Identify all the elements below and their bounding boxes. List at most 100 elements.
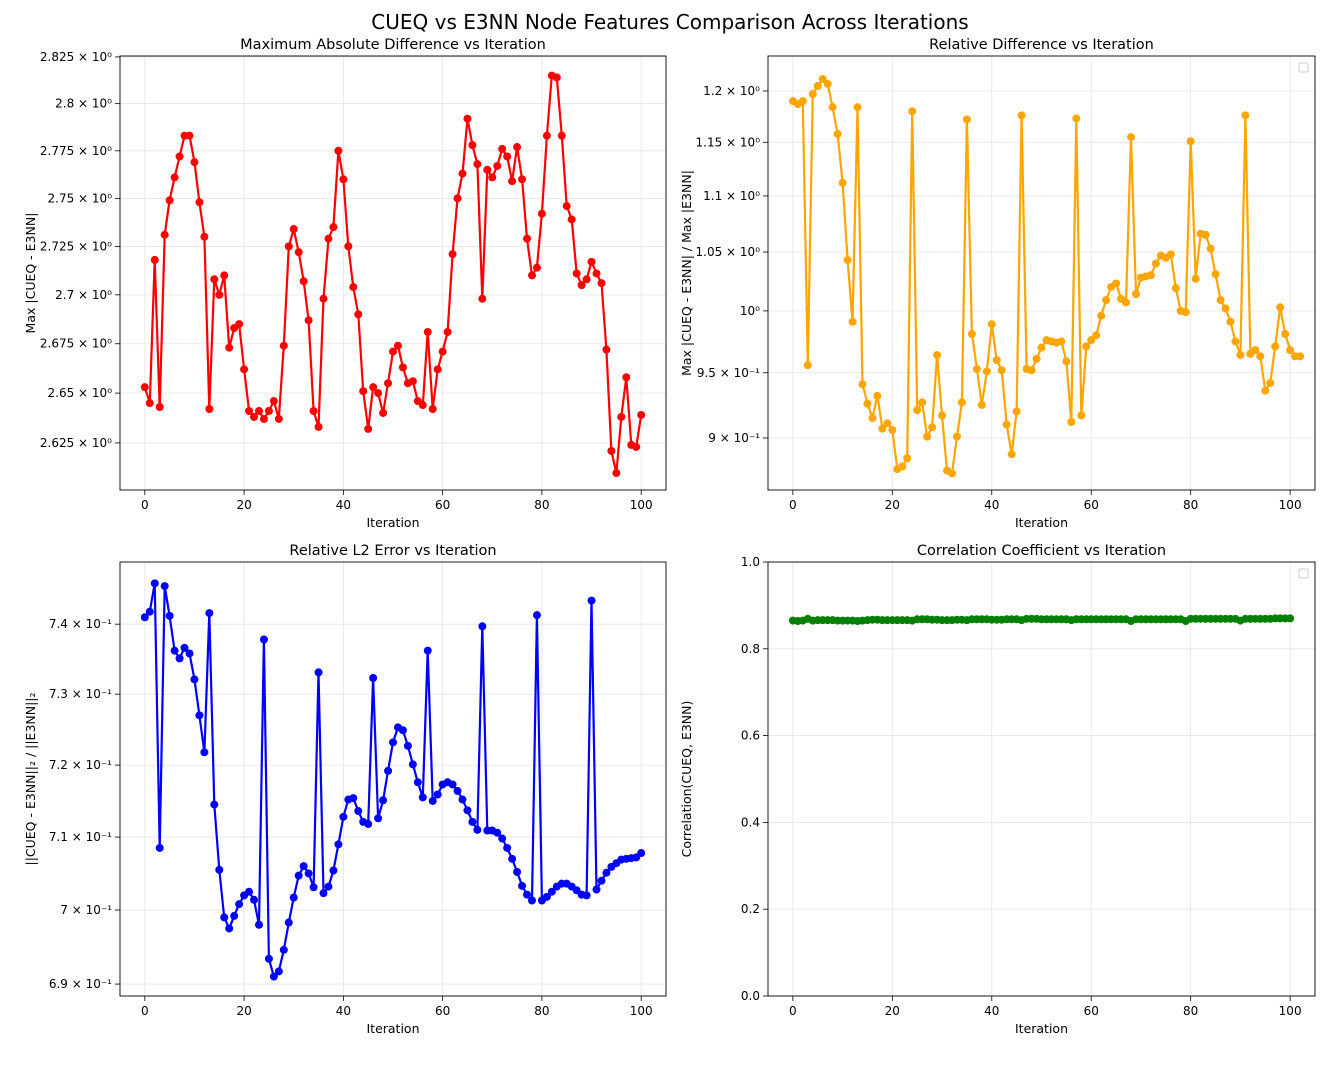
data-point [408,377,417,386]
y-tick-label: 1.1 × 10⁰ [703,189,760,203]
data-point [853,103,862,112]
x-tick-label: 0 [141,498,149,512]
data-point [180,643,189,652]
data-point [1206,244,1215,253]
data-point [972,364,981,373]
data-point [364,424,373,433]
data-point [602,868,611,877]
data-point [508,854,517,863]
data-point [577,281,586,290]
data-point [458,795,467,804]
data-point [215,865,224,874]
data-point [185,649,194,658]
data-point [433,790,442,799]
data-point [923,432,932,441]
x-tick-label: 20 [885,498,900,512]
y-tick-label: 0.2 [741,902,760,916]
data-point [1271,342,1280,351]
data-point [230,911,239,920]
series-line [143,74,643,475]
data-point [1251,346,1260,355]
data-point [324,882,333,891]
data-point [1151,259,1160,268]
y-tick-label: 0.6 [741,729,760,743]
data-point [200,748,209,757]
data-point [403,741,412,750]
data-point [468,141,477,150]
x-tick-label: 80 [1183,1004,1198,1018]
data-point [1072,114,1081,123]
data-point [483,165,492,174]
data-point [828,103,837,112]
data-point [155,403,164,412]
data-point [334,840,343,849]
data-point [602,345,611,354]
y-tick-label: 7.2 × 10⁻¹ [49,758,112,772]
data-point [1122,298,1131,307]
data-point [572,269,581,278]
data-point [957,398,966,407]
data-point [587,596,596,605]
data-point [200,232,209,241]
data-point [225,924,234,933]
data-point [478,622,487,631]
data-point [274,414,283,423]
data-point [349,794,358,803]
x-tick-label: 100 [630,498,653,512]
y-tick-label: 2.675 × 10⁰ [40,337,112,351]
x-tick-label: 60 [435,1004,450,1018]
data-point [518,175,527,184]
data-point [803,361,812,370]
data-point [205,404,214,413]
data-point [160,582,169,591]
data-point [408,760,417,769]
data-point [1087,336,1096,345]
data-point [513,867,522,876]
y-axis-label: Max |CUEQ - E3NN| [23,213,38,334]
y-tick-label: 2.825 × 10⁰ [40,50,112,64]
y-tick-label: 7.1 × 10⁻¹ [49,830,112,844]
data-point [637,849,646,858]
subplot-title: Relative Difference vs Iteration [929,37,1154,53]
data-point [868,414,877,423]
data-point [329,866,338,875]
x-tick-label: 20 [236,1004,251,1018]
data-point [1067,417,1076,426]
data-point [369,383,378,392]
data-point [448,780,457,789]
data-point [552,73,561,82]
data-point [1216,296,1225,305]
data-point [453,194,462,203]
subplot-4: 0 20 40 60 80 100 0.0 0.2 0.4 0.6 0.8 1.0 Correlatio… [679,543,1316,1036]
data-point [235,900,244,909]
data-point [818,74,827,83]
y-tick-label: 7.4 × 10⁻¹ [49,617,112,631]
data-point [592,885,601,894]
data-point [428,796,437,805]
data-point [1281,330,1290,339]
data-point [140,383,149,392]
data-point [823,79,832,88]
data-point [1191,274,1200,283]
axes-frame [119,55,667,491]
subplot-3: 0 20 40 60 80 100 6.9 × 10⁻¹ 7 × 10⁻¹ 7.1 × 10⁻¹… [23,543,667,1036]
data-point [1017,111,1026,120]
data-point [1166,250,1175,259]
data-point [398,726,407,735]
data-point [858,380,867,389]
data-point [518,881,527,890]
data-point [532,263,541,272]
data-point [582,891,591,900]
data-point [622,373,631,382]
data-point [364,820,373,829]
data-point [1296,352,1305,361]
x-tick-label: 20 [236,498,251,512]
data-point [170,173,179,182]
x-tick-label: 0 [141,1004,149,1018]
x-axis-label: Iteration [1015,515,1068,530]
data-point [379,796,388,805]
data-point [863,399,872,408]
data-point [210,275,219,284]
data-point [264,406,273,415]
data-point [873,391,882,400]
